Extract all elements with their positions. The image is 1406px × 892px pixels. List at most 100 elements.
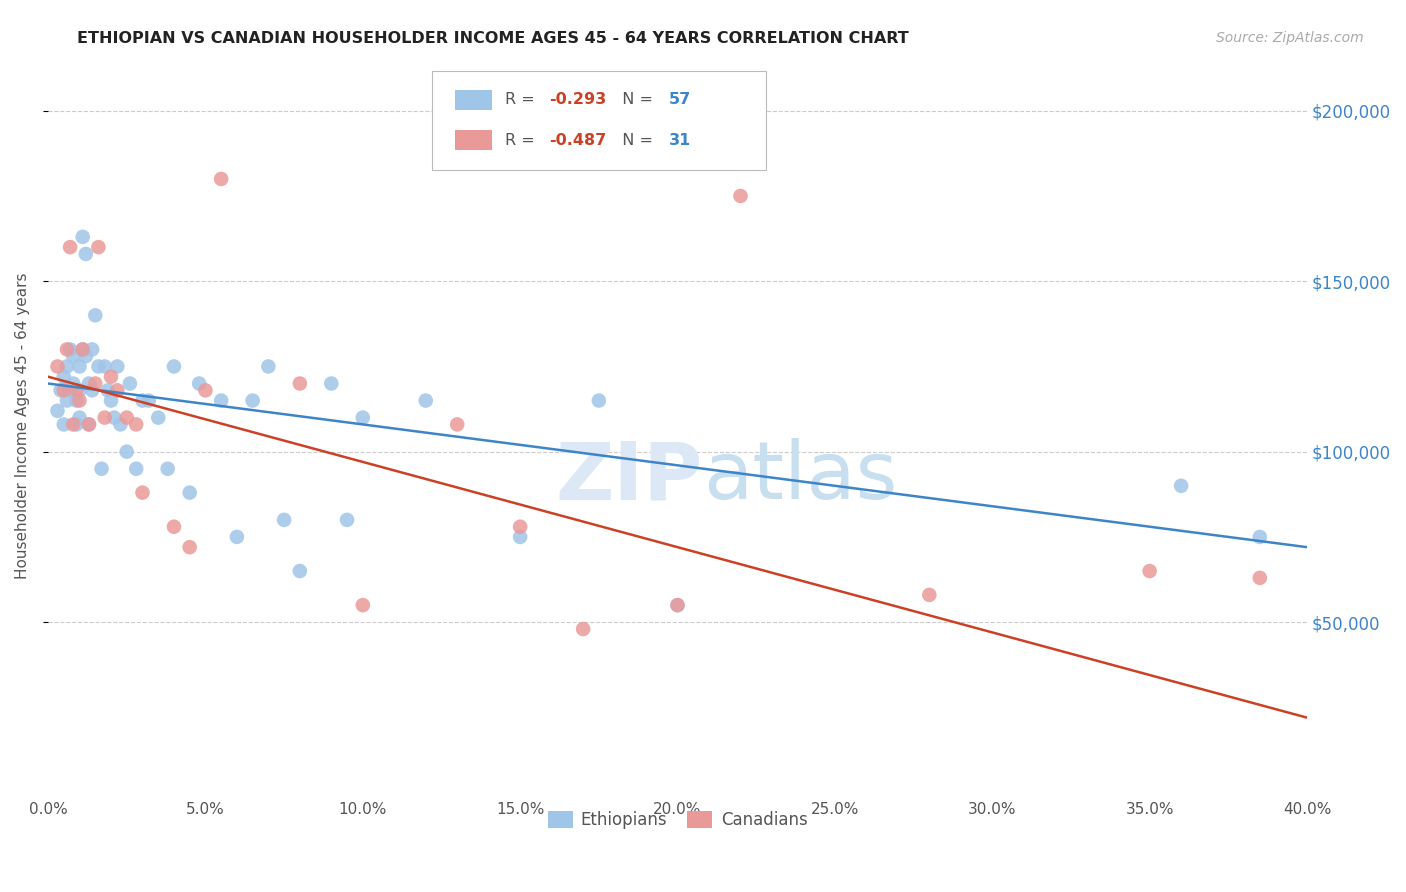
Point — [179, 540, 201, 554]
Point — [72, 343, 94, 357]
Point — [52, 384, 75, 398]
Point — [156, 462, 179, 476]
Point — [273, 513, 295, 527]
Point — [69, 384, 91, 398]
Text: N =: N = — [612, 133, 658, 148]
Text: R =: R = — [505, 133, 540, 148]
Point — [194, 384, 217, 398]
Point — [509, 519, 531, 533]
Point — [131, 393, 153, 408]
Text: atlas: atlas — [703, 439, 897, 516]
Point — [730, 189, 752, 203]
Point — [90, 462, 112, 476]
Point — [918, 588, 941, 602]
Point — [105, 359, 128, 374]
Point — [62, 417, 84, 432]
Point — [352, 410, 374, 425]
Point — [125, 462, 148, 476]
Point — [336, 513, 359, 527]
Point — [65, 384, 87, 398]
Point — [115, 444, 138, 458]
Point — [77, 417, 100, 432]
Point — [69, 359, 91, 374]
Point — [188, 376, 211, 391]
Point — [87, 240, 110, 254]
Point — [110, 417, 132, 432]
Point — [131, 485, 153, 500]
Point — [242, 393, 264, 408]
Point — [666, 598, 689, 612]
Point — [93, 410, 115, 425]
Point — [56, 343, 79, 357]
Point — [75, 247, 97, 261]
Point — [1249, 571, 1271, 585]
Point — [87, 359, 110, 374]
Point — [77, 376, 100, 391]
Point — [105, 384, 128, 398]
Point — [163, 359, 186, 374]
Legend: Ethiopians, Canadians: Ethiopians, Canadians — [541, 804, 814, 836]
Point — [84, 308, 107, 322]
Point — [62, 376, 84, 391]
Point — [588, 393, 610, 408]
Point — [100, 369, 122, 384]
Text: R =: R = — [505, 93, 540, 107]
Point — [288, 376, 311, 391]
Point — [415, 393, 437, 408]
Text: Source: ZipAtlas.com: Source: ZipAtlas.com — [1216, 31, 1364, 45]
Text: 31: 31 — [669, 133, 690, 148]
Point — [65, 393, 87, 408]
Text: 57: 57 — [669, 93, 690, 107]
Point — [138, 393, 160, 408]
Point — [115, 410, 138, 425]
FancyBboxPatch shape — [432, 70, 766, 169]
Point — [209, 172, 232, 186]
Point — [56, 393, 79, 408]
Point — [82, 343, 104, 357]
Point — [257, 359, 280, 374]
Point — [352, 598, 374, 612]
Point — [56, 359, 79, 374]
Point — [179, 485, 201, 500]
Point — [75, 349, 97, 363]
Point — [59, 343, 82, 357]
Text: ETHIOPIAN VS CANADIAN HOUSEHOLDER INCOME AGES 45 - 64 YEARS CORRELATION CHART: ETHIOPIAN VS CANADIAN HOUSEHOLDER INCOME… — [77, 31, 910, 46]
Point — [72, 230, 94, 244]
Text: N =: N = — [612, 93, 658, 107]
Y-axis label: Householder Income Ages 45 - 64 years: Householder Income Ages 45 - 64 years — [15, 273, 30, 580]
Point — [69, 410, 91, 425]
Point — [49, 384, 72, 398]
Point — [509, 530, 531, 544]
Point — [148, 410, 170, 425]
Point — [209, 393, 232, 408]
Point — [103, 410, 125, 425]
Point — [321, 376, 343, 391]
Point — [446, 417, 468, 432]
Point — [46, 404, 69, 418]
Point — [288, 564, 311, 578]
Point — [77, 417, 100, 432]
Point — [82, 384, 104, 398]
Point — [52, 417, 75, 432]
Point — [46, 359, 69, 374]
Point — [65, 417, 87, 432]
Point — [59, 240, 82, 254]
Point — [93, 359, 115, 374]
Text: ZIP: ZIP — [555, 439, 703, 516]
Point — [225, 530, 247, 544]
Point — [1249, 530, 1271, 544]
Point — [59, 384, 82, 398]
Point — [163, 519, 186, 533]
Point — [69, 393, 91, 408]
Bar — [454, 130, 492, 151]
Text: -0.487: -0.487 — [550, 133, 606, 148]
Point — [118, 376, 141, 391]
Point — [1170, 479, 1192, 493]
Point — [52, 369, 75, 384]
Point — [1139, 564, 1161, 578]
Text: -0.293: -0.293 — [550, 93, 606, 107]
Point — [572, 622, 595, 636]
Point — [84, 376, 107, 391]
Point — [125, 417, 148, 432]
Point — [72, 343, 94, 357]
